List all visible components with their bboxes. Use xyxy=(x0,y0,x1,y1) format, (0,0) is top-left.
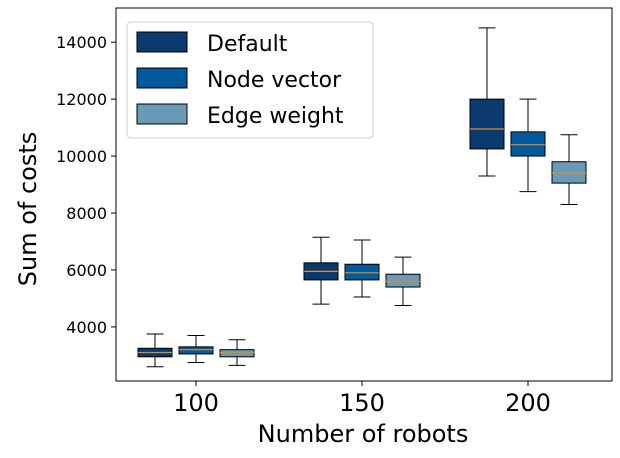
x-axis-label: Number of robots xyxy=(258,420,469,448)
box-edge-weight-200 xyxy=(551,134,587,205)
box-edge-weight-150 xyxy=(385,256,421,307)
legend-swatch xyxy=(136,67,188,89)
box-default-100 xyxy=(137,333,173,368)
x-tick-label: 200 xyxy=(505,389,551,417)
legend-label: Edge weight xyxy=(207,104,344,129)
box-default-200 xyxy=(469,27,505,177)
box-body xyxy=(551,161,587,184)
x-axis: 100 150 200 xyxy=(173,381,551,417)
y-tick-label: 10000 xyxy=(56,147,107,166)
y-tick-label: 6000 xyxy=(66,261,107,280)
legend-swatch xyxy=(136,103,188,125)
box-body xyxy=(385,273,421,288)
y-tick-label: 4000 xyxy=(66,318,107,337)
plot-frame xyxy=(115,7,613,382)
box-default-150 xyxy=(303,236,339,305)
box-node-vector-150 xyxy=(344,239,380,298)
box-body xyxy=(510,131,546,157)
box-body xyxy=(469,98,505,150)
box-node-vector-200 xyxy=(510,98,546,193)
legend-label: Node vector xyxy=(207,68,342,93)
y-tick-label: 14000 xyxy=(56,33,107,52)
x-tick-label: 100 xyxy=(173,389,219,417)
legend-swatch xyxy=(136,31,188,53)
box-node-vector-100 xyxy=(178,334,214,363)
x-tick-label: 150 xyxy=(339,389,385,417)
y-axis-label: Sum of costs xyxy=(14,132,42,287)
plot-area xyxy=(115,7,613,382)
box-body xyxy=(344,263,380,281)
y-tick-label: 12000 xyxy=(56,90,107,109)
y-tick-label: 8000 xyxy=(66,204,107,223)
legend-box xyxy=(126,21,374,139)
box-body xyxy=(178,346,214,355)
box-edge-weight-100 xyxy=(219,339,255,366)
legend-label: Default xyxy=(207,32,288,57)
legend: Default Node vector Edge weight xyxy=(126,21,374,139)
box-body xyxy=(219,349,255,358)
y-axis: 4000 6000 8000 10000 12000 14000 xyxy=(56,33,116,337)
